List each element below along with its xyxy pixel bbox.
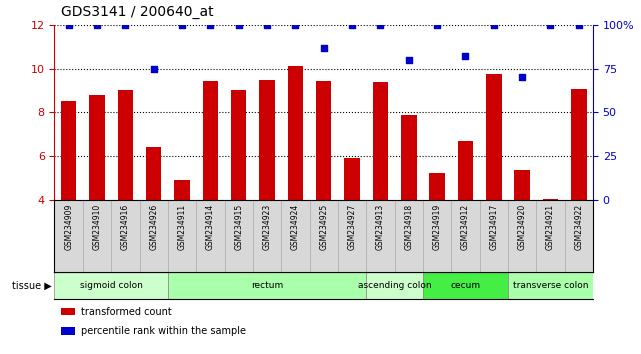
Bar <box>168 272 366 299</box>
Bar <box>429 173 445 200</box>
Point <box>63 22 74 28</box>
Text: GSM234927: GSM234927 <box>347 204 356 250</box>
Bar <box>486 74 501 200</box>
Text: rectum: rectum <box>251 281 283 290</box>
Bar <box>203 81 218 200</box>
Text: transverse colon: transverse colon <box>513 281 588 290</box>
Point <box>488 22 499 28</box>
Point <box>432 22 442 28</box>
Point <box>92 22 102 28</box>
Text: GSM234926: GSM234926 <box>149 204 158 250</box>
Bar <box>174 180 190 200</box>
Text: transformed count: transformed count <box>81 307 172 316</box>
Bar <box>54 272 168 299</box>
Bar <box>259 80 275 200</box>
Point <box>347 22 357 28</box>
Text: percentile rank within the sample: percentile rank within the sample <box>81 326 246 336</box>
Text: GSM234912: GSM234912 <box>461 204 470 250</box>
Text: tissue ▶: tissue ▶ <box>12 281 51 291</box>
Text: GSM234913: GSM234913 <box>376 204 385 250</box>
Point <box>262 22 272 28</box>
Point <box>574 22 584 28</box>
Text: GSM234922: GSM234922 <box>574 204 583 250</box>
Text: cecum: cecum <box>451 281 481 290</box>
Text: sigmoid colon: sigmoid colon <box>79 281 142 290</box>
Bar <box>423 272 508 299</box>
Text: GSM234910: GSM234910 <box>92 204 101 250</box>
Text: GSM234923: GSM234923 <box>263 204 272 250</box>
Text: GSM234909: GSM234909 <box>64 204 73 250</box>
Point <box>121 22 131 28</box>
Point <box>149 66 159 72</box>
Bar <box>61 102 76 200</box>
Bar <box>288 67 303 200</box>
Text: GSM234919: GSM234919 <box>433 204 442 250</box>
Text: GSM234916: GSM234916 <box>121 204 130 250</box>
Point <box>460 53 470 59</box>
Point <box>177 22 187 28</box>
Bar <box>89 95 104 200</box>
Text: GDS3141 / 200640_at: GDS3141 / 200640_at <box>61 5 213 19</box>
Point <box>205 22 215 28</box>
Text: GSM234917: GSM234917 <box>489 204 498 250</box>
Point <box>375 22 385 28</box>
Point <box>319 45 329 50</box>
Text: GSM234915: GSM234915 <box>234 204 243 250</box>
Point <box>233 22 244 28</box>
Text: GSM234914: GSM234914 <box>206 204 215 250</box>
Text: GSM234911: GSM234911 <box>178 204 187 250</box>
Bar <box>231 91 247 200</box>
Bar <box>571 90 587 200</box>
Point <box>545 22 556 28</box>
Bar <box>344 158 360 200</box>
Text: GSM234918: GSM234918 <box>404 204 413 250</box>
Text: GSM234920: GSM234920 <box>517 204 526 250</box>
Bar <box>543 199 558 200</box>
Bar <box>117 91 133 200</box>
Point <box>290 22 301 28</box>
Bar <box>366 272 423 299</box>
Bar <box>514 170 530 200</box>
Bar <box>508 272 593 299</box>
Point <box>404 57 414 63</box>
Bar <box>458 141 473 200</box>
Bar <box>146 147 162 200</box>
Text: GSM234924: GSM234924 <box>291 204 300 250</box>
Bar <box>316 81 331 200</box>
Text: GSM234925: GSM234925 <box>319 204 328 250</box>
Bar <box>401 115 417 200</box>
Bar <box>372 82 388 200</box>
Point <box>517 75 527 80</box>
Text: GSM234921: GSM234921 <box>546 204 555 250</box>
Text: ascending colon: ascending colon <box>358 281 431 290</box>
